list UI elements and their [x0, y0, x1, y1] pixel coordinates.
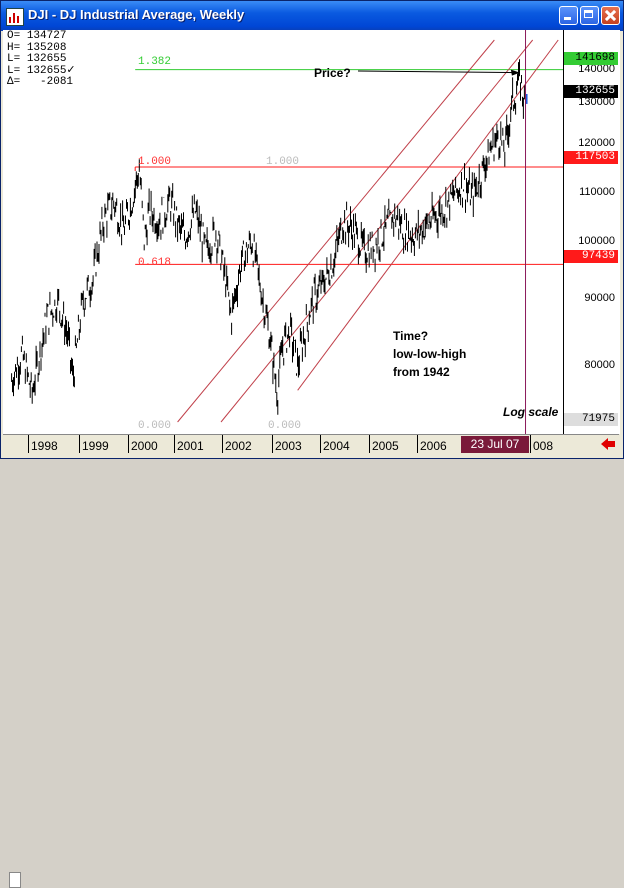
minimize-icon	[560, 7, 577, 24]
scroll-left-arrow-icon[interactable]	[600, 437, 616, 451]
price-tag-1000-level: 117503	[564, 151, 618, 164]
price-tick: 80000	[584, 359, 615, 371]
price-tag-low: 71975	[564, 413, 618, 426]
title-bar[interactable]: DJI - DJ Industrial Average, Weekly	[1, 1, 623, 31]
ohlc-readout: O= 134727 H= 135208 L= 132655 L= 132655✓ Δ= …	[7, 30, 76, 89]
log-scale-annotation: Log scale	[503, 405, 559, 419]
trend-channel-line	[220, 39, 534, 423]
minimize-button[interactable]	[559, 6, 578, 25]
price-arrow	[357, 70, 516, 74]
ohlc-high: H= 135208	[7, 41, 67, 54]
year-tick: 2000	[131, 439, 158, 453]
price-tick: 100000	[578, 235, 615, 247]
price-chart[interactable]	[3, 30, 563, 434]
price-tick: 120000	[578, 137, 615, 149]
maximize-icon	[581, 7, 598, 24]
fib-time-label-0000: 0.000	[138, 420, 172, 432]
fib-label-1000: 1.000	[138, 156, 172, 168]
year-tick: 1998	[31, 439, 58, 453]
price-tick: 130000	[578, 96, 615, 108]
year-tick: 2005	[372, 439, 399, 453]
price-tick: 90000	[584, 292, 615, 304]
price-tick: 110000	[579, 186, 615, 198]
ohlc-open: O= 134727	[7, 30, 67, 42]
fib-time-label-1000: 1.000	[266, 156, 300, 168]
fib-label-1382: 1.382	[138, 56, 172, 68]
time-question-annotation: Time? low-low-high from 1942	[393, 329, 467, 379]
maximize-button[interactable]	[580, 6, 599, 25]
current-date-tag: 23 Jul 07	[461, 436, 529, 453]
price-arrowhead	[510, 69, 520, 76]
chart-app-icon	[6, 8, 24, 26]
scroll-stub[interactable]	[9, 872, 21, 888]
fib-time-label-0000: 0.000	[268, 420, 302, 432]
ohlc-change: Δ= -2081	[7, 76, 74, 89]
close-button[interactable]	[601, 6, 620, 25]
price-bars	[11, 59, 525, 415]
year-tick: 2002	[225, 439, 252, 453]
trend-channel-line	[297, 39, 559, 391]
trend-channel-line	[177, 39, 495, 423]
ohlc-low: L= 132655	[7, 53, 67, 66]
window-title: DJI - DJ Industrial Average, Weekly	[28, 7, 245, 22]
year-tick: 008	[533, 439, 554, 453]
price-tag-0618-level: 97439	[564, 250, 618, 263]
year-tick: 2003	[275, 439, 302, 453]
price-tag-1382-level: 141698	[564, 52, 618, 65]
price-tick: 140000	[578, 63, 615, 75]
year-tick: 2006	[420, 439, 447, 453]
time-axis[interactable]: 1998 1999 2000 2001 2002 2003 2004 2005 2006 008 …	[3, 434, 619, 888]
ohlc-last: L= 132655✓	[7, 64, 76, 77]
year-tick: 1999	[82, 439, 109, 453]
chart-plot-area[interactable]	[3, 30, 619, 434]
close-icon	[602, 7, 619, 24]
price-question-annotation: Price?	[314, 66, 351, 80]
fib-label-0618: 0.618	[138, 257, 172, 269]
price-tag-last: 132655	[564, 85, 618, 98]
year-tick: 2001	[177, 439, 204, 453]
year-tick: 2004	[323, 439, 350, 453]
